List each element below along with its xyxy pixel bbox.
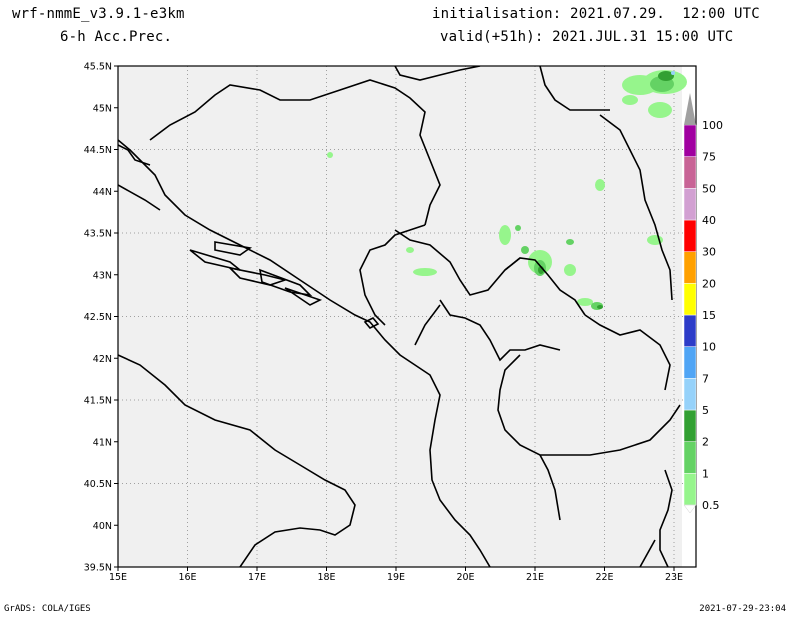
lon-tick-label: 16E: [178, 572, 196, 583]
lat-tick-label: 41N: [93, 437, 112, 448]
lat-tick-label: 44.5N: [84, 145, 112, 156]
lat-tick-label: 40N: [93, 521, 112, 532]
lat-tick-label: 39.5N: [84, 563, 112, 574]
colorbar-bottom-arrow: [683, 504, 697, 514]
init-time: initialisation: 2021.07.29. 12:00 UTC: [432, 6, 760, 22]
lat-tick-label: 44N: [93, 187, 112, 198]
lat-tick-label: 40.5N: [84, 479, 112, 490]
lat-tick-label: 45.5N: [84, 62, 112, 73]
footer-credit: GrADS: COLA/IGES: [4, 604, 91, 614]
footer-timestamp: 2021-07-29-23:04: [699, 604, 786, 614]
field-title: 6-h Acc.Prec.: [60, 29, 173, 45]
lat-tick-label: 42.5N: [84, 312, 112, 323]
colorbar-label: 20: [702, 277, 716, 290]
lon-axis: 15E 16E 17E 18E 19E 20E 21E 22E 23E: [109, 567, 683, 583]
precip-areas: [327, 70, 687, 310]
colorbar-segment: [683, 188, 697, 221]
lon-tick-label: 19E: [387, 572, 405, 583]
lat-tick-label: 42N: [93, 354, 112, 365]
colorbar-label: 2: [702, 436, 709, 449]
colorbar-segment: [683, 251, 697, 284]
lon-tick-label: 22E: [595, 572, 613, 583]
lat-tick-label: 45N: [93, 103, 112, 114]
colorbar-segment: [683, 124, 697, 157]
lon-tick-label: 23E: [665, 572, 683, 583]
colorbar-label: 15: [702, 309, 716, 322]
lon-tick-label: 17E: [248, 572, 266, 583]
colorbar-label: 75: [702, 151, 716, 164]
colorbar-label: 10: [702, 341, 716, 354]
model-title: wrf-nmmE_v3.9.1-e3km: [12, 6, 185, 22]
colorbar-segment: [683, 473, 697, 506]
coastlines-borders: [118, 66, 681, 567]
lat-axis: 45.5N 45N 44.5N 44N 43.5N 43N 42.5N 42N 41.5N 41N…: [84, 62, 118, 574]
lon-tick-label: 18E: [317, 572, 335, 583]
colorbar-label: 40: [702, 214, 716, 227]
precip-colorbar: 0.5 1 2 5 7 10 15 20 30 40 50 75 100: [683, 93, 723, 514]
lat-tick-label: 43.5N: [84, 229, 112, 240]
lat-tick-label: 43N: [93, 270, 112, 281]
colorbar-label: 1: [702, 467, 709, 480]
colorbar-label: 0.5: [702, 499, 720, 512]
colorbar-label: 50: [702, 182, 716, 195]
lon-tick-label: 20E: [456, 572, 474, 583]
colorbar-segment: [683, 441, 697, 474]
valid-time: valid(+51h): 2021.JUL.31 15:00 UTC: [440, 29, 734, 45]
colorbar-segment: [683, 378, 697, 411]
colorbar-segment: [683, 346, 697, 379]
colorbar-segment: [683, 156, 697, 189]
colorbar-label: 5: [702, 404, 709, 417]
lon-tick-label: 15E: [109, 572, 127, 583]
lon-tick-label: 21E: [526, 572, 544, 583]
colorbar-segment: [683, 409, 697, 442]
colorbar-segment: [683, 283, 697, 316]
colorbar-label: 100: [702, 119, 723, 132]
colorbar-label: 7: [702, 372, 709, 385]
colorbar-segment: [683, 219, 697, 252]
colorbar-segment: [683, 314, 697, 347]
colorbar-top-arrow: [684, 93, 696, 125]
colorbar-label: 30: [702, 246, 716, 259]
lat-tick-label: 41.5N: [84, 396, 112, 407]
